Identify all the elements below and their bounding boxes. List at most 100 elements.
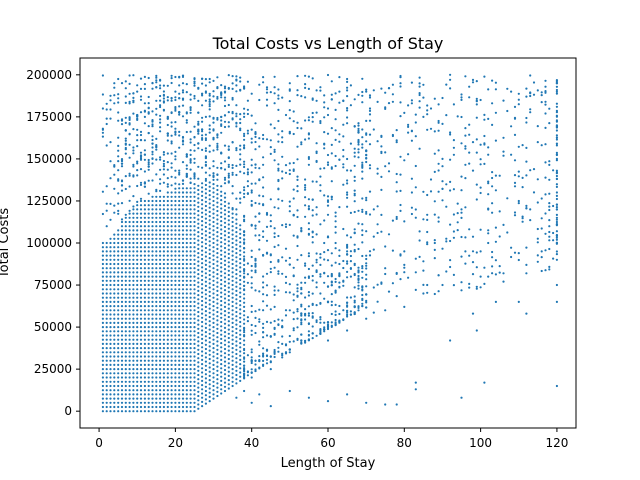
scatter-point <box>174 305 177 308</box>
scatter-point <box>216 306 219 309</box>
scatter-point <box>311 292 314 295</box>
scatter-point <box>185 279 188 282</box>
scatter-point <box>139 372 143 375</box>
scatter-point <box>250 286 253 289</box>
scatter-point <box>353 243 356 246</box>
scatter-point <box>250 141 253 144</box>
scatter-point <box>349 142 352 145</box>
scatter-point <box>491 79 494 82</box>
scatter-point <box>136 241 139 245</box>
scatter-point <box>227 148 230 151</box>
scatter-point <box>265 104 269 107</box>
scatter-point <box>243 314 246 317</box>
scatter-point <box>147 233 150 236</box>
scatter-point <box>185 347 188 350</box>
scatter-point <box>113 359 116 362</box>
scatter-point <box>132 233 135 236</box>
y-tick-label: 75000 <box>34 278 72 292</box>
scatter-point <box>323 167 326 170</box>
scatter-point <box>254 316 257 319</box>
scatter-point <box>212 389 215 392</box>
scatter-point <box>117 267 120 270</box>
scatter-point <box>151 305 154 308</box>
scatter-point <box>109 334 112 337</box>
scatter-point <box>338 249 341 252</box>
scatter-point <box>227 307 230 310</box>
scatter-point <box>204 196 207 199</box>
scatter-point <box>136 169 139 172</box>
scatter-point <box>487 146 490 149</box>
scatter-point <box>105 122 108 126</box>
scatter-point <box>548 160 551 163</box>
scatter-point <box>185 216 188 219</box>
scatter-point <box>166 191 169 194</box>
scatter-point <box>464 134 467 137</box>
scatter-point <box>384 309 387 312</box>
scatter-point <box>529 111 532 114</box>
scatter-point <box>197 310 200 314</box>
scatter-point <box>174 212 177 215</box>
scatter-point <box>513 105 517 108</box>
scatter-point <box>555 258 559 261</box>
scatter-point <box>117 233 120 236</box>
scatter-point <box>170 152 173 155</box>
scatter-point <box>159 258 162 261</box>
scatter-point <box>269 321 272 324</box>
scatter-point <box>151 199 154 203</box>
scatter-point <box>449 131 452 134</box>
scatter-point <box>239 113 242 116</box>
scatter-point <box>208 387 211 390</box>
scatter-point <box>181 75 185 78</box>
scatter-point <box>307 291 310 294</box>
scatter-point <box>189 267 192 270</box>
scatter-point <box>147 212 150 215</box>
scatter-point <box>139 334 143 337</box>
scatter-point <box>170 99 173 102</box>
scatter-point <box>506 197 509 200</box>
scatter-point <box>124 175 127 178</box>
scatter-point <box>319 253 322 256</box>
scatter-point <box>555 241 559 245</box>
scatter-point <box>170 77 173 80</box>
scatter-point <box>155 81 158 84</box>
scatter-point <box>368 254 372 257</box>
scatter-point <box>151 110 154 113</box>
scatter-point <box>456 115 459 118</box>
scatter-point <box>414 388 417 391</box>
scatter-point <box>120 220 124 224</box>
scatter-point <box>223 168 227 171</box>
scatter-point <box>185 321 188 324</box>
scatter-point <box>227 286 230 289</box>
scatter-point <box>124 363 127 366</box>
scatter-point <box>529 74 532 77</box>
scatter-point <box>193 135 196 139</box>
scatter-point <box>174 204 177 207</box>
scatter-point <box>227 265 230 268</box>
scatter-point <box>346 157 349 161</box>
scatter-point <box>239 253 242 256</box>
scatter-point <box>162 372 165 375</box>
scatter-point <box>292 110 295 113</box>
scatter-point <box>155 368 158 371</box>
scatter-point <box>239 170 242 173</box>
scatter-point <box>170 288 173 291</box>
scatter-point <box>334 118 337 121</box>
scatter-point <box>159 384 162 388</box>
scatter-point <box>555 236 559 239</box>
scatter-point <box>220 203 223 206</box>
scatter-point <box>193 410 196 413</box>
scatter-point <box>166 220 169 224</box>
scatter-point <box>136 225 139 228</box>
scatter-point <box>197 344 200 347</box>
scatter-point <box>231 376 234 379</box>
scatter-point <box>181 351 185 354</box>
scatter-point <box>105 102 108 105</box>
scatter-point <box>132 338 135 341</box>
scatter-point <box>284 247 288 250</box>
scatter-point <box>464 262 467 265</box>
scatter-point <box>128 309 131 312</box>
scatter-point <box>201 392 204 395</box>
scatter-point <box>132 195 135 198</box>
scatter-point <box>193 359 196 362</box>
scatter-point <box>246 281 249 284</box>
